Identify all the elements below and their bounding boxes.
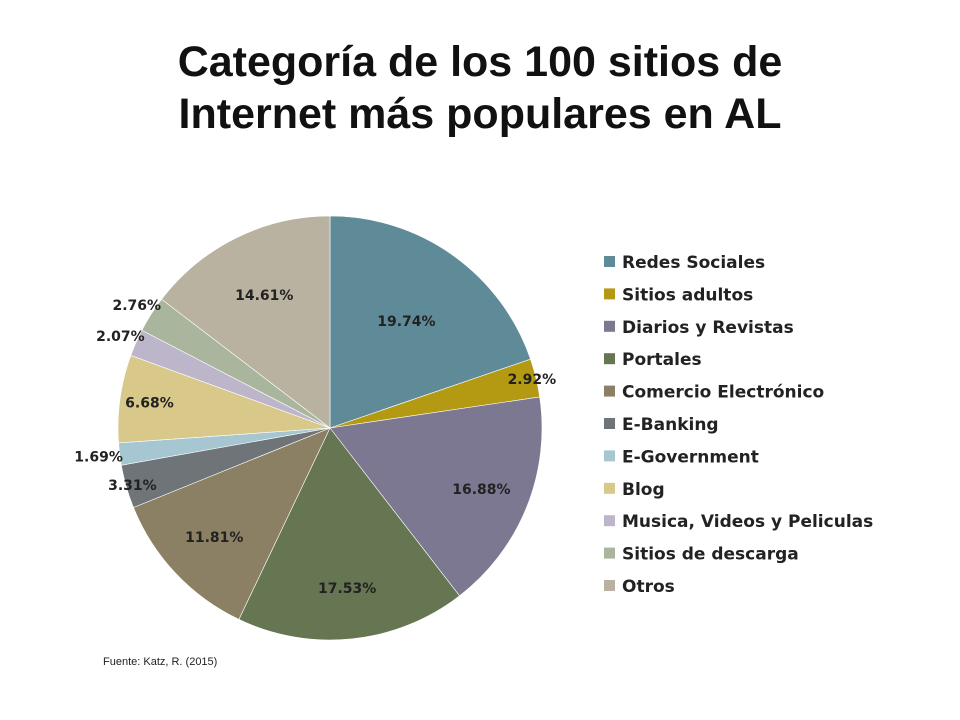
chart-legend: Redes Sociales Sitios adultos Diarios y Re… xyxy=(604,253,873,597)
pie-slice-portales xyxy=(238,427,460,641)
legend-label: E-Government xyxy=(622,447,759,467)
legend-label: Portales xyxy=(622,350,702,370)
legend-swatch xyxy=(604,418,615,429)
legend-item-e-government: E-Government xyxy=(604,447,759,467)
chart-title-line-2: Internet más populares en AL xyxy=(178,90,782,138)
legend-label: Blog xyxy=(622,480,665,500)
pie-slice-otros xyxy=(161,215,331,429)
legend-swatch xyxy=(604,353,615,365)
legend-item-diarios-y-revistas: Diarios y Revistas xyxy=(604,318,794,338)
legend-item-comercio-electronico: Comercio Electrónico xyxy=(604,383,824,403)
legend-swatch xyxy=(604,482,615,494)
legend-item-portales: Portales xyxy=(604,350,702,370)
legend-item-sitios-adultos: Sitios adultos xyxy=(604,285,753,305)
chart-title-line-1: Categoría de los 100 sitios de xyxy=(177,38,783,86)
legend-swatch xyxy=(604,450,615,462)
chart-title: Categoría de los 100 sitios de Internet … xyxy=(0,36,960,140)
pie-slice-redes-sociales xyxy=(329,215,531,429)
legend-label: Redes Sociales xyxy=(622,253,765,273)
legend-label: E-Banking xyxy=(622,415,719,435)
slice-label-otros: 14.61% xyxy=(235,288,293,304)
legend-swatch xyxy=(604,547,615,559)
slice-label-sitios-adultos: 2.92% xyxy=(508,372,557,388)
legend-label: Diarios y Revistas xyxy=(622,318,794,338)
pie-slices xyxy=(117,215,543,641)
legend-item-musica-videos-y-peliculas: Musica, Videos y Peliculas xyxy=(604,512,873,532)
legend-label: Sitios de descarga xyxy=(622,545,799,565)
legend-label: Sitios adultos xyxy=(622,285,753,305)
legend-label: Comercio Electrónico xyxy=(622,383,824,403)
pie-slice-diarios-y-revistas xyxy=(329,396,543,597)
legend-item-redes-sociales: Redes Sociales xyxy=(604,253,765,273)
slice-label-musica-videos-y-peliculas: 2.07% xyxy=(96,329,145,345)
pie-slice-labels: 19.74% 2.92% 16.88% 17.53% 11.81% 3.31% 1.69% 6… xyxy=(74,288,556,597)
legend-item-blog: Blog xyxy=(604,480,665,500)
legend-swatch xyxy=(604,515,615,527)
legend-item-sitios-de-descarga: Sitios de descarga xyxy=(604,545,799,565)
legend-swatch xyxy=(604,320,615,332)
legend-swatch xyxy=(604,256,615,267)
slice-label-e-government: 1.69% xyxy=(74,450,123,466)
slice-label-sitios-de-descarga: 2.76% xyxy=(112,298,161,314)
source-note: Fuente: Katz, R. (2015) xyxy=(103,656,218,668)
legend-item-e-banking: E-Banking xyxy=(604,415,719,435)
legend-swatch xyxy=(604,385,615,397)
slice-label-blog: 6.68% xyxy=(125,396,174,412)
pie-slice-comercio-electronico xyxy=(133,427,331,620)
legend-label: Otros xyxy=(622,577,675,597)
slice-label-e-banking: 3.31% xyxy=(108,478,157,494)
legend-item-otros: Otros xyxy=(604,577,675,597)
slice-label-comercio-electronico: 11.81% xyxy=(185,530,243,546)
legend-swatch xyxy=(604,288,615,300)
slice-label-portales: 17.53% xyxy=(318,581,376,597)
legend-label: Musica, Videos y Peliculas xyxy=(622,512,873,532)
slice-label-diarios-y-revistas: 16.88% xyxy=(452,482,510,498)
legend-swatch xyxy=(604,580,615,591)
slice-label-redes-sociales: 19.74% xyxy=(377,314,435,330)
